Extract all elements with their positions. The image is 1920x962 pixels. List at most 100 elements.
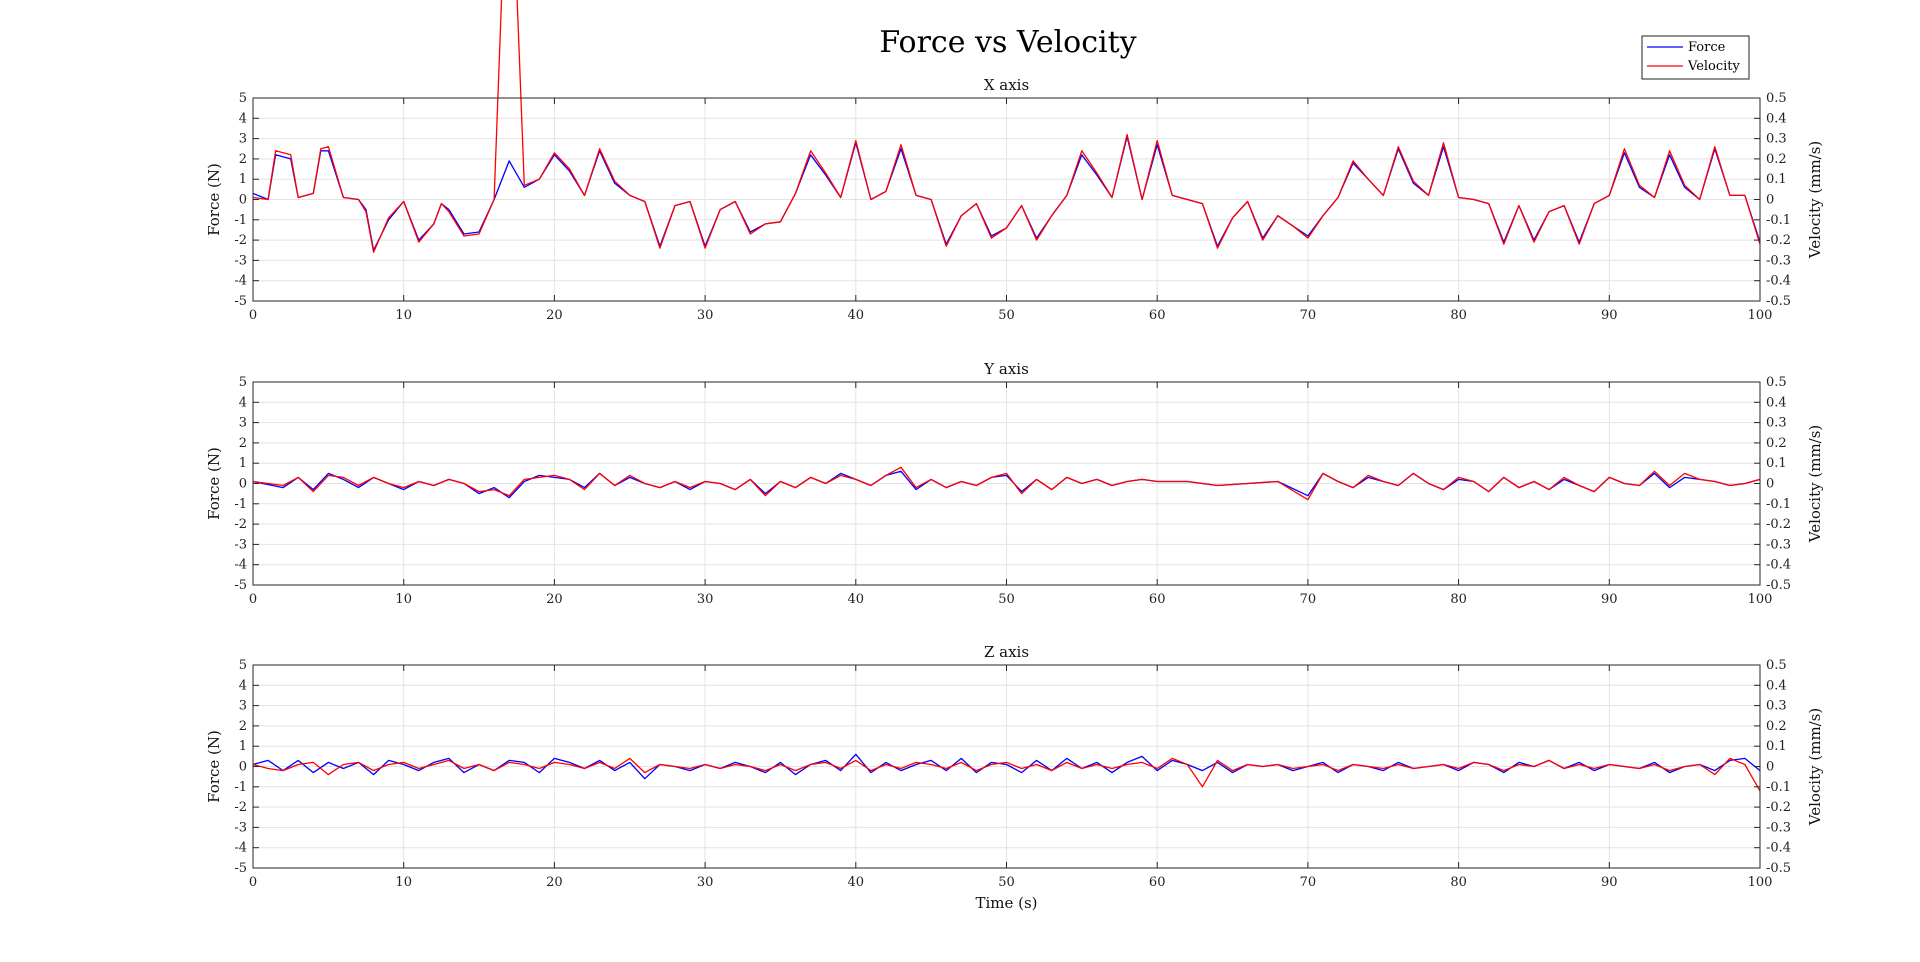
x-tick-label: 90	[1601, 308, 1618, 323]
x-tick-label: 70	[1300, 875, 1317, 890]
subplot-1: 0 10 20 30 40 50 60 70 80 90 100543210-1-2-3-4-50.…	[205, 360, 1824, 607]
x-tick-label: 40	[848, 875, 865, 890]
y-left-tick-label: 4	[239, 678, 247, 693]
y-right-tick-label: 0.5	[1766, 658, 1787, 673]
y-left-tick-label: 5	[239, 658, 247, 673]
y-right-tick-label: 0.4	[1766, 395, 1787, 410]
y-right-tick-label: 0.5	[1766, 375, 1787, 390]
y-left-tick-label: 1	[239, 456, 247, 471]
y-left-tick-label: -4	[234, 274, 247, 289]
y-left-tick-label: 1	[239, 739, 247, 754]
y-left-tick-label: -2	[234, 233, 247, 248]
y-right-tick-label: 0.1	[1766, 456, 1787, 471]
y-right-axis-label: Velocity (mm/s)	[1806, 141, 1824, 260]
y-right-tick-label: -0.5	[1766, 294, 1791, 309]
y-right-tick-label: -0.2	[1766, 517, 1791, 532]
y-right-tick-label: 0.2	[1766, 719, 1787, 734]
subplot-panels: 0 10 20 30 40 50 60 70 80 90 100543210-1-2-3-4-50.…	[205, 0, 1824, 912]
y-left-tick-label: -5	[234, 578, 247, 593]
y-right-tick-label: 0	[1766, 760, 1774, 775]
y-right-tick-label: 0.3	[1766, 416, 1787, 431]
y-right-tick-label: -0.4	[1766, 841, 1791, 856]
x-tick-label: 30	[697, 308, 714, 323]
y-right-tick-label: 0	[1766, 193, 1774, 208]
y-left-tick-label: 1	[239, 172, 247, 187]
y-right-tick-label: 0	[1766, 477, 1774, 492]
legend-force-label: Force	[1688, 40, 1726, 55]
y-right-tick-label: -0.5	[1766, 861, 1791, 876]
y-right-tick-label: -0.4	[1766, 274, 1791, 289]
x-tick-label: 50	[998, 875, 1015, 890]
y-right-tick-label: 0.5	[1766, 91, 1787, 106]
y-right-axis-label: Velocity (mm/s)	[1806, 708, 1824, 827]
x-tick-label: 60	[1149, 592, 1166, 607]
subplot-0: 0 10 20 30 40 50 60 70 80 90 100543210-1-2-3-4-50.…	[205, 0, 1824, 323]
x-tick-label: 50	[998, 592, 1015, 607]
y-left-tick-label: -1	[234, 497, 247, 512]
x-tick-label: 70	[1300, 308, 1317, 323]
y-left-tick-label: 5	[239, 91, 247, 106]
x-tick-label: 70	[1300, 592, 1317, 607]
y-left-tick-label: -5	[234, 294, 247, 309]
x-tick-label: 10	[395, 875, 412, 890]
velocity-line	[252, 757, 1761, 792]
y-right-tick-label: -0.1	[1766, 780, 1791, 795]
y-left-tick-label: 3	[239, 416, 247, 431]
y-left-tick-label: -2	[234, 517, 247, 532]
legend-box	[1641, 35, 1750, 80]
x-tick-label: 10	[395, 308, 412, 323]
x-tick-label: 0	[249, 592, 257, 607]
y-left-tick-label: 0	[239, 760, 247, 775]
y-left-tick-label: 4	[239, 111, 247, 126]
y-right-tick-label: 0.1	[1766, 739, 1787, 754]
x-tick-label: 0	[249, 308, 257, 323]
legend-velocity-label: Velocity	[1687, 59, 1741, 74]
x-tick-label: 90	[1601, 592, 1618, 607]
y-left-tick-label: 5	[239, 375, 247, 390]
x-tick-label: 0	[249, 875, 257, 890]
y-left-tick-label: 0	[239, 193, 247, 208]
x-tick-label: 80	[1450, 592, 1467, 607]
y-left-tick-label: 3	[239, 699, 247, 714]
x-axis-label: Time (s)	[975, 894, 1037, 912]
y-right-tick-label: -0.3	[1766, 253, 1791, 268]
y-right-tick-label: -0.5	[1766, 578, 1791, 593]
x-tick-label: 100	[1748, 308, 1773, 323]
y-left-tick-label: -1	[234, 780, 247, 795]
y-left-tick-label: -4	[234, 841, 247, 856]
y-left-tick-label: 2	[239, 152, 247, 167]
y-right-tick-label: 0.1	[1766, 172, 1787, 187]
y-right-tick-label: -0.2	[1766, 233, 1791, 248]
figure-title: Force vs Velocity	[879, 25, 1136, 60]
y-left-tick-label: 2	[239, 719, 247, 734]
y-right-tick-label: -0.1	[1766, 213, 1791, 228]
y-left-tick-label: -2	[234, 800, 247, 815]
y-right-tick-label: 0.4	[1766, 111, 1787, 126]
y-left-tick-label: -1	[234, 213, 247, 228]
subplot-title: X axis	[984, 76, 1029, 94]
y-left-axis-label: Force (N)	[205, 447, 223, 520]
velocity-line	[252, 466, 1761, 501]
y-right-tick-label: -0.2	[1766, 800, 1791, 815]
subplot-title: Z axis	[984, 643, 1029, 661]
y-left-tick-label: 0	[239, 477, 247, 492]
y-left-tick-label: 2	[239, 436, 247, 451]
subplot-title: Y axis	[983, 360, 1029, 378]
x-tick-label: 80	[1450, 308, 1467, 323]
velocity-line	[252, 0, 1761, 253]
y-left-tick-label: 3	[239, 132, 247, 147]
x-tick-label: 20	[546, 875, 563, 890]
subplot-2: 0 10 20 30 40 50 60 70 80 90 100543210-1-2-3-4-50.…	[205, 643, 1824, 912]
y-left-tick-label: -3	[234, 537, 247, 552]
x-tick-label: 30	[697, 875, 714, 890]
x-tick-label: 40	[848, 308, 865, 323]
y-right-tick-label: 0.2	[1766, 436, 1787, 451]
y-right-tick-label: 0.2	[1766, 152, 1787, 167]
y-right-tick-label: -0.4	[1766, 558, 1791, 573]
y-left-tick-label: -4	[234, 558, 247, 573]
x-tick-label: 80	[1450, 875, 1467, 890]
x-tick-label: 100	[1748, 875, 1773, 890]
y-right-tick-label: 0.4	[1766, 678, 1787, 693]
